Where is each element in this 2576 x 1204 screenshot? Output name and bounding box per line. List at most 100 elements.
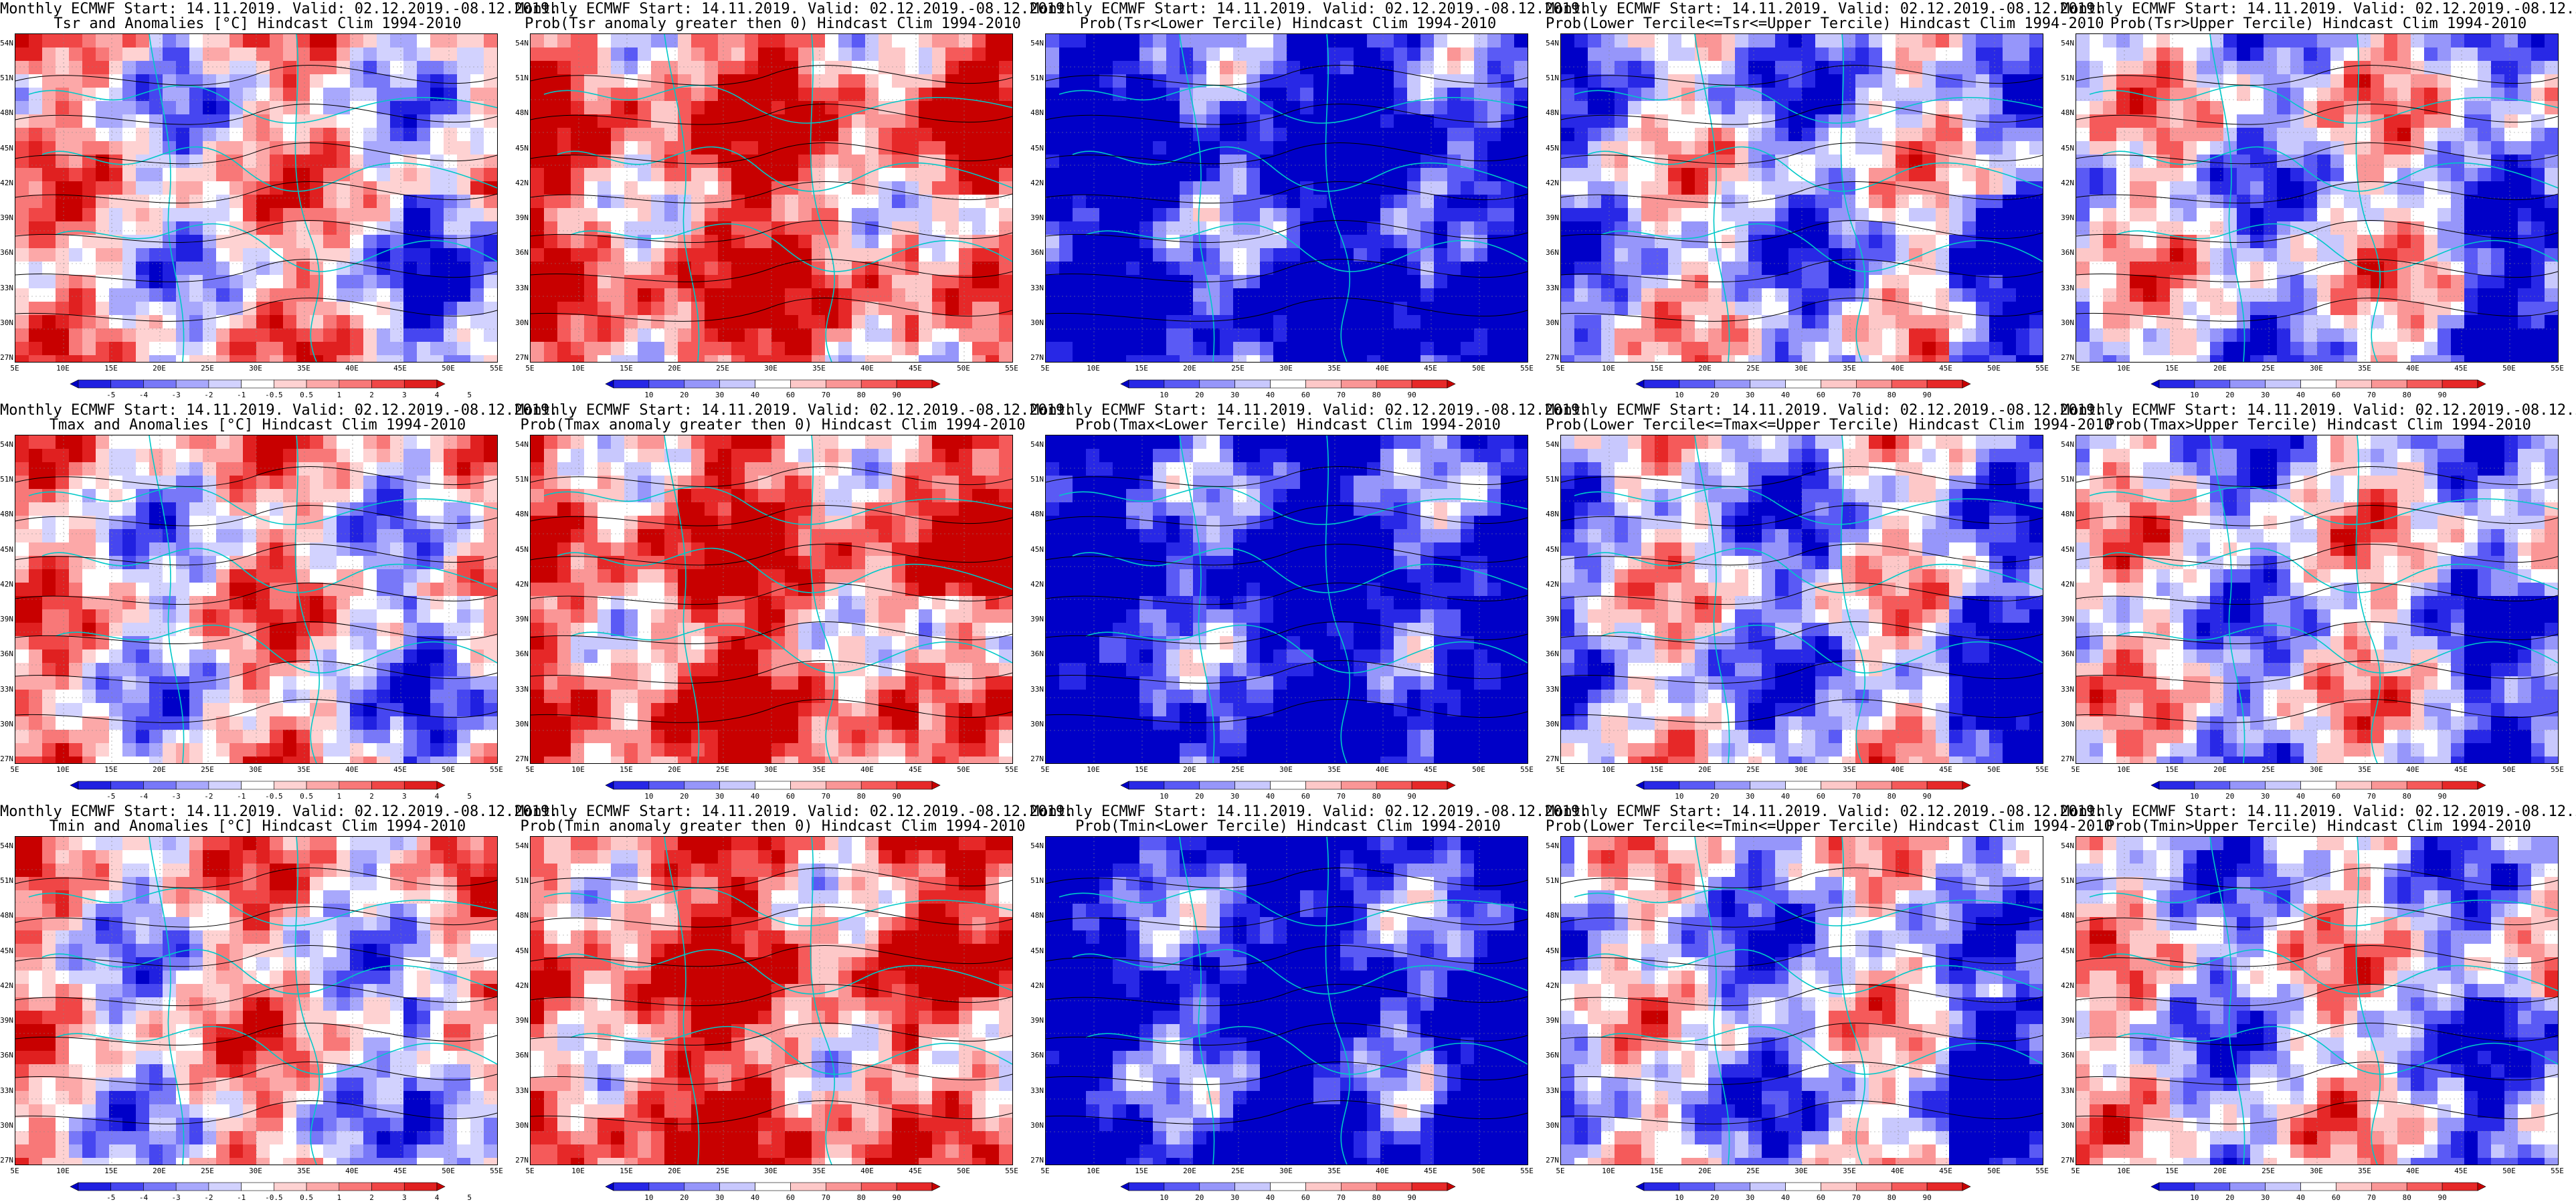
lat-label: 45N — [2061, 143, 2074, 153]
lon-label: 50E — [1987, 765, 2001, 774]
lon-label: 40E — [2406, 364, 2419, 373]
lat-label: 30N — [1030, 1120, 1044, 1130]
colorbar-tick: 1 — [337, 1193, 342, 1202]
lon-label: 15E — [2165, 364, 2179, 373]
colorbar — [2150, 379, 2486, 389]
colorbar-tick: 5 — [467, 1193, 472, 1202]
lat-label: 36N — [1030, 248, 1044, 258]
colorbar-tick: -4 — [139, 1193, 149, 1202]
lat-label: 54N — [0, 841, 13, 850]
colorbar — [605, 781, 941, 790]
colorbar-tick: 40 — [2296, 792, 2306, 801]
map-svg — [1561, 34, 2043, 362]
lon-label: 40E — [1376, 364, 1389, 373]
lon-label: 35E — [1843, 1167, 1856, 1175]
colorbar-tick: 10 — [2190, 391, 2199, 399]
lon-label: 25E — [2262, 765, 2275, 774]
colorbar — [1635, 781, 1971, 790]
lon-label: 50E — [442, 1167, 455, 1175]
map-panel: Monthly ECMWF Start: 14.11.2019. Valid: … — [2061, 401, 2576, 803]
panel-title-line2: Tsr and Anomalies [°C] Hindcast Clim 199… — [54, 15, 462, 32]
colorbar-tick: 20 — [1195, 391, 1204, 399]
lon-label: 10E — [571, 364, 585, 373]
panel-title-line1: Monthly ECMWF Start: 14.11.2019. Valid: … — [2061, 1, 2576, 17]
lon-label: 50E — [957, 364, 970, 373]
colorbar-tick: 70 — [821, 792, 830, 801]
lon-label: 20E — [1183, 1167, 1196, 1175]
lon-label: 35E — [1843, 765, 1856, 774]
lon-label: 35E — [1327, 765, 1341, 774]
lon-label: 45E — [1424, 1167, 1437, 1175]
colorbar-tick: 90 — [1922, 792, 1932, 801]
lat-label: 48N — [2061, 108, 2074, 118]
lat-label: 36N — [2061, 1051, 2074, 1060]
colorbar-tick: 80 — [2402, 391, 2411, 399]
lat-label: 39N — [0, 1016, 13, 1025]
map-panel: Monthly ECMWF Start: 14.11.2019. Valid: … — [1030, 401, 1588, 803]
lat-label: 33N — [0, 283, 13, 292]
lat-label: 54N — [515, 841, 529, 850]
lon-label: 20E — [2213, 1167, 2227, 1175]
map-svg — [2076, 435, 2558, 763]
lon-label: 40E — [1376, 1167, 1389, 1175]
lat-label: 45N — [1546, 946, 1559, 955]
lon-label: 15E — [620, 765, 633, 774]
panel-title-line1: Monthly ECMWF Start: 14.11.2019. Valid: … — [1030, 1, 1589, 17]
colorbar-tick: 3 — [401, 1193, 407, 1202]
lon-label: 15E — [1650, 765, 1663, 774]
lon-label: 15E — [104, 765, 118, 774]
colorbar — [605, 379, 941, 389]
lat-label: 39N — [0, 213, 13, 223]
colorbar-tick: 10 — [1160, 1193, 1169, 1202]
lat-label: 42N — [1546, 579, 1559, 589]
colorbar-tick: 2 — [369, 792, 374, 801]
lat-label: 45N — [0, 143, 13, 153]
lon-label: 50E — [2502, 765, 2516, 774]
lon-label: 10E — [2117, 765, 2130, 774]
lat-label: 39N — [515, 1016, 529, 1025]
lon-label: 10E — [56, 765, 70, 774]
lon-label: 40E — [860, 1167, 874, 1175]
lon-label: 25E — [201, 364, 214, 373]
lon-label: 35E — [812, 1167, 826, 1175]
lon-label: 45E — [1424, 364, 1437, 373]
colorbar-tick: 1 — [337, 792, 342, 801]
lon-label: 15E — [104, 1167, 118, 1175]
lon-label: 15E — [2165, 1167, 2179, 1175]
colorbar-tick: 10 — [2190, 792, 2199, 801]
lat-label: 48N — [1030, 108, 1044, 118]
lon-label: 45E — [1939, 364, 1952, 373]
lon-label: 55E — [1005, 765, 1018, 774]
map-area — [1560, 836, 2043, 1165]
lon-label: 20E — [153, 765, 166, 774]
lat-label: 33N — [515, 684, 529, 694]
lat-label: 30N — [1546, 719, 1559, 728]
colorbar-tick: -5 — [106, 792, 116, 801]
lat-label: 27N — [1030, 353, 1044, 362]
lon-label: 20E — [153, 1167, 166, 1175]
colorbar-tick: 1 — [337, 391, 342, 399]
map-panel: Monthly ECMWF Start: 14.11.2019. Valid: … — [0, 803, 559, 1204]
colorbar-tick: 30 — [1746, 792, 1755, 801]
lat-label: 30N — [1546, 318, 1559, 327]
colorbar-tick: 40 — [1265, 391, 1275, 399]
colorbar-tick: -3 — [171, 792, 181, 801]
colorbar-tick: 80 — [856, 1193, 866, 1202]
lon-label: 30E — [1795, 765, 1808, 774]
lat-label: 33N — [1546, 283, 1559, 292]
lon-label: 20E — [2213, 765, 2227, 774]
lat-label: 54N — [1546, 841, 1559, 850]
colorbar-tick: 30 — [715, 391, 725, 399]
panel-title-line1: Monthly ECMWF Start: 14.11.2019. Valid: … — [0, 803, 559, 820]
lat-label: 30N — [1030, 318, 1044, 327]
lat-label: 27N — [1546, 1156, 1559, 1165]
lat-label: 39N — [1546, 213, 1559, 223]
lon-label: 35E — [297, 364, 310, 373]
colorbar — [70, 379, 446, 389]
lat-label: 27N — [1546, 353, 1559, 362]
lat-label: 30N — [1030, 719, 1044, 728]
lon-label: 50E — [957, 1167, 970, 1175]
lon-label: 25E — [1231, 765, 1245, 774]
lon-label: 50E — [1472, 364, 1485, 373]
colorbar-tick: 90 — [1407, 391, 1416, 399]
